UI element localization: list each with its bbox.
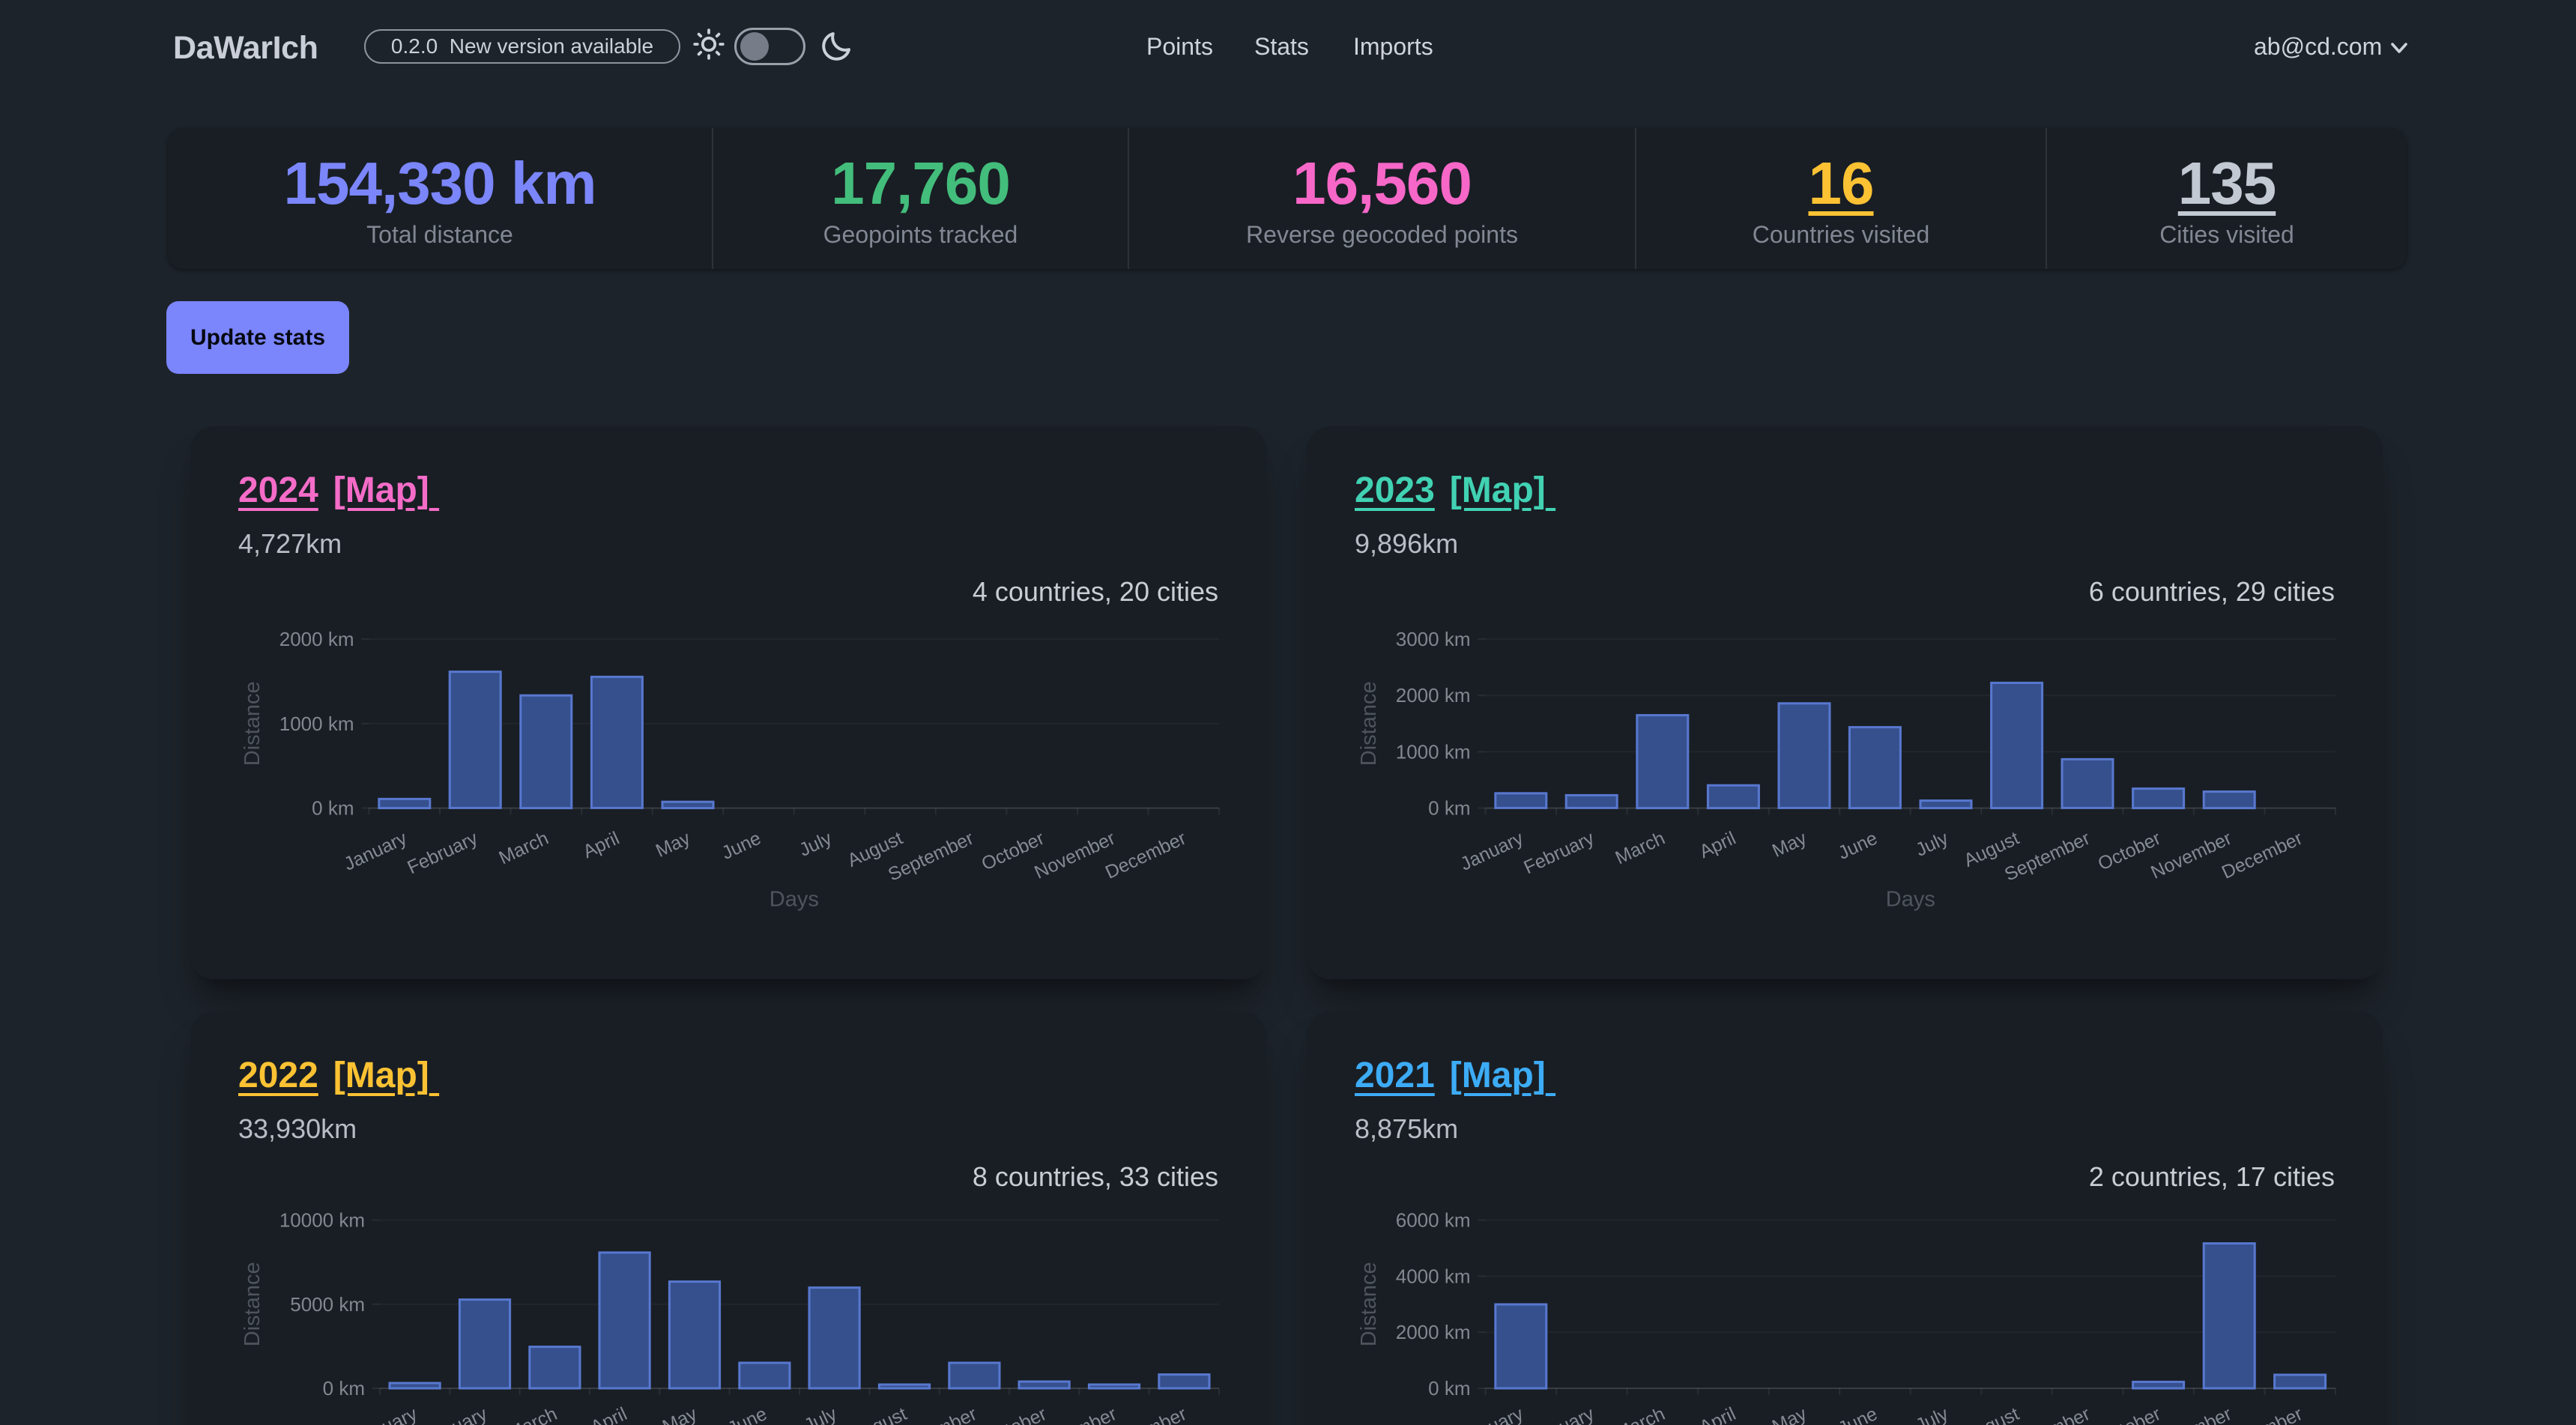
svg-text:June: June xyxy=(1835,1403,1881,1425)
svg-text:6000 km: 6000 km xyxy=(1396,1209,1471,1232)
svg-text:February: February xyxy=(1520,827,1597,878)
svg-text:January: January xyxy=(1457,1403,1527,1425)
svg-text:5000 km: 5000 km xyxy=(290,1293,365,1316)
svg-text:May: May xyxy=(1769,827,1810,862)
svg-text:August: August xyxy=(848,1403,910,1425)
svg-text:2000 km: 2000 km xyxy=(279,628,354,650)
svg-text:July: July xyxy=(1912,1403,1952,1425)
svg-text:March: March xyxy=(1612,1403,1669,1425)
svg-text:2000 km: 2000 km xyxy=(1396,1321,1471,1343)
svg-text:June: June xyxy=(719,828,764,864)
svg-text:March: March xyxy=(504,1403,560,1425)
svg-text:0 km: 0 km xyxy=(323,1377,365,1400)
svg-text:4000 km: 4000 km xyxy=(1396,1265,1471,1287)
svg-text:Days: Days xyxy=(770,887,819,911)
svg-text:May: May xyxy=(653,827,694,862)
svg-text:Distance: Distance xyxy=(241,1262,264,1346)
svg-text:0 km: 0 km xyxy=(1428,1377,1470,1400)
svg-text:February: February xyxy=(414,1403,491,1425)
svg-text:1000 km: 1000 km xyxy=(1396,740,1471,763)
svg-text:November: November xyxy=(1031,828,1118,883)
svg-text:January: January xyxy=(1457,827,1527,874)
svg-text:February: February xyxy=(404,827,481,878)
svg-text:2000 km: 2000 km xyxy=(1396,684,1471,707)
svg-text:1000 km: 1000 km xyxy=(279,712,354,735)
svg-text:November: November xyxy=(2147,828,2234,883)
svg-text:March: March xyxy=(1612,828,1669,869)
svg-text:July: July xyxy=(796,827,835,860)
svg-text:March: March xyxy=(496,828,552,869)
svg-text:0 km: 0 km xyxy=(1428,796,1470,819)
svg-text:January: January xyxy=(351,1403,421,1425)
svg-text:Days: Days xyxy=(1886,887,1935,911)
svg-text:July: July xyxy=(1912,827,1952,860)
svg-text:October: October xyxy=(981,1403,1050,1425)
svg-text:December: December xyxy=(1102,828,1189,883)
svg-text:April: April xyxy=(580,828,623,863)
svg-text:Distance: Distance xyxy=(241,681,264,766)
svg-text:February: February xyxy=(1520,1403,1597,1425)
svg-text:3000 km: 3000 km xyxy=(1396,628,1471,650)
svg-text:April: April xyxy=(1696,1403,1739,1425)
svg-text:August: August xyxy=(1961,1403,2022,1425)
svg-text:Distance: Distance xyxy=(1357,1262,1381,1346)
svg-text:January: January xyxy=(341,827,411,874)
svg-text:Distance: Distance xyxy=(1357,681,1381,766)
svg-text:10000 km: 10000 km xyxy=(279,1209,365,1232)
svg-text:June: June xyxy=(725,1403,770,1425)
svg-text:June: June xyxy=(1835,828,1881,864)
svg-text:0 km: 0 km xyxy=(312,796,354,819)
svg-text:May: May xyxy=(1769,1403,1810,1425)
svg-text:July: July xyxy=(801,1403,841,1425)
svg-text:April: April xyxy=(1696,828,1739,863)
svg-text:December: December xyxy=(2219,828,2306,883)
svg-text:April: April xyxy=(587,1403,630,1425)
svg-text:May: May xyxy=(659,1403,701,1425)
svg-text:October: October xyxy=(2095,1403,2164,1425)
